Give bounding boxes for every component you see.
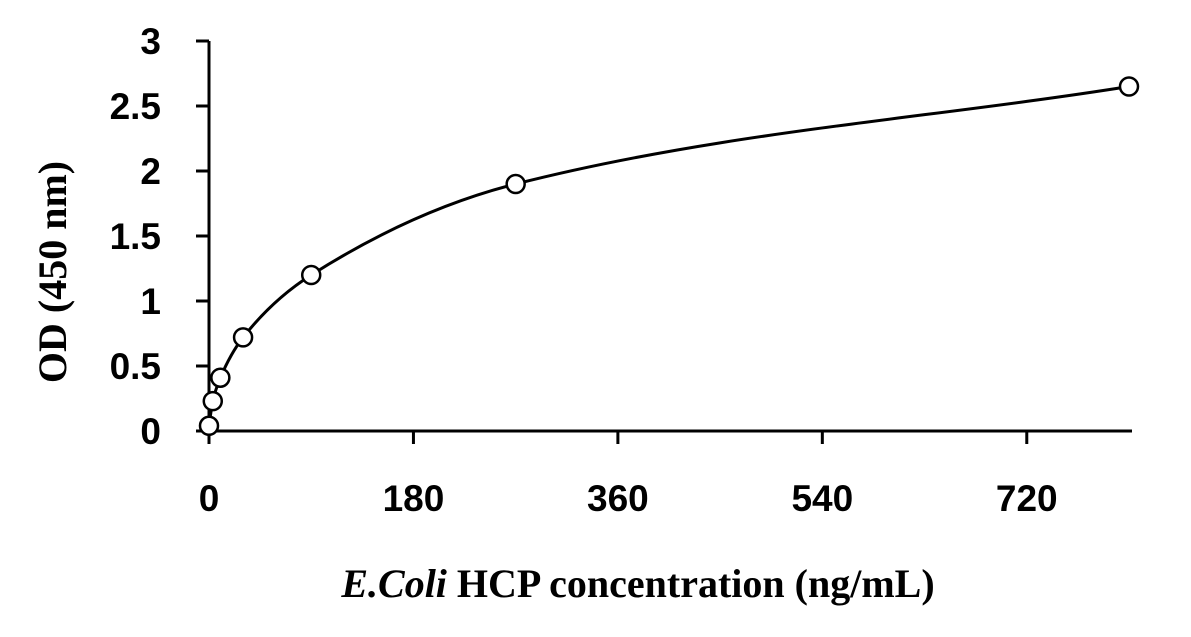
x-tick-label: 540 [791,478,853,519]
x-axis-title: E.Coli HCP concentration (ng/mL) [340,561,934,606]
series-layer [198,76,1140,437]
y-tick-label: 1.5 [110,216,161,257]
series-line [207,85,1130,427]
y-tick-label: 2.5 [110,86,161,127]
x-ticks: 0 180 360 540 720 [199,431,1058,519]
y-tick-label: 0.5 [110,346,161,387]
y-tick-label: 1 [140,281,161,322]
data-point [198,415,220,437]
x-axis-title-italic: E.Coli [340,561,447,606]
y-tick-label: 2 [140,151,161,192]
x-tick-label: 0 [199,478,220,519]
y-tick-label: 3 [140,21,161,62]
y-ticks: 0 0.5 1 1.5 2 2.5 3 [110,21,209,452]
x-tick-label: 360 [587,478,649,519]
data-point [505,173,526,195]
data-point [232,327,254,348]
data-point [202,390,224,412]
y-tick-label: 0 [140,411,161,452]
data-point [300,264,322,286]
data-point [210,367,231,388]
axes [207,41,1132,433]
x-tick-label: 720 [996,478,1058,519]
x-axis-title-rest: HCP concentration (ng/mL) [447,561,935,606]
data-point [1118,76,1140,97]
y-axis-title: OD (450 nm) [30,161,75,383]
x-tick-label: 180 [383,478,445,519]
